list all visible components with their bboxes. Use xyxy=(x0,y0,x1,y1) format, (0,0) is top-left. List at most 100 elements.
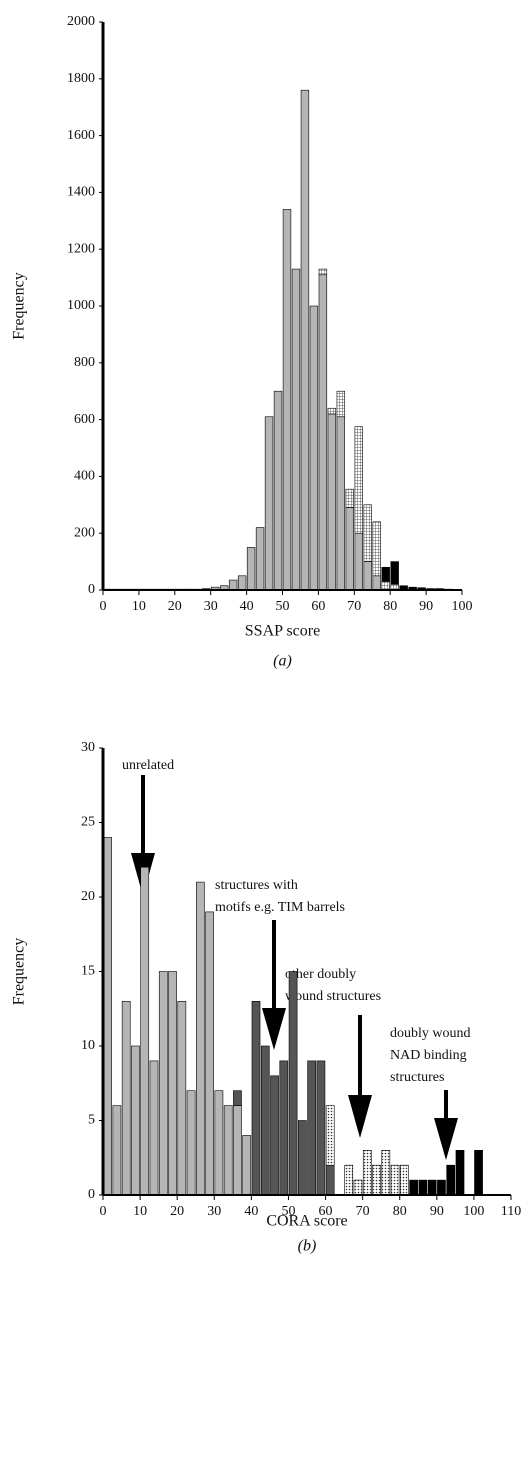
bar xyxy=(186,1090,196,1196)
bar xyxy=(474,1150,483,1196)
bar xyxy=(390,561,399,585)
y-tick-label: 5 xyxy=(88,1113,95,1128)
x-tick-label: 30 xyxy=(207,1204,221,1219)
bar xyxy=(242,1135,252,1196)
annotation-arrows xyxy=(131,775,458,1160)
bar xyxy=(228,579,238,591)
bar xyxy=(354,426,363,534)
bar xyxy=(345,488,354,508)
y-tick-label: 1600 xyxy=(67,128,95,143)
x-tick-label: 10 xyxy=(132,599,146,614)
annotation: doubly wound xyxy=(390,1026,471,1041)
x-tick-label: 100 xyxy=(463,1204,484,1219)
annotation: wound structures xyxy=(285,989,381,1004)
x-tick-label: 50 xyxy=(276,599,290,614)
annotation: other doubly xyxy=(285,967,356,982)
y-tick-label: 600 xyxy=(74,412,95,427)
bar xyxy=(149,1060,159,1196)
x-tick-label: 70 xyxy=(347,599,361,614)
y-tick-label: 25 xyxy=(81,815,95,830)
bar xyxy=(318,274,328,591)
bar xyxy=(298,1120,307,1196)
x-tick-label: 80 xyxy=(393,1204,407,1219)
bar xyxy=(214,1090,224,1196)
bar xyxy=(196,881,205,1196)
y-tick-label: 30 xyxy=(81,740,95,755)
x-tick-label: 80 xyxy=(383,599,397,614)
bar xyxy=(336,390,346,418)
y-tick-label: 20 xyxy=(81,889,95,904)
x-tick-label: 0 xyxy=(100,599,107,614)
bar xyxy=(318,268,328,276)
bar xyxy=(205,911,214,1196)
y-axis-label: Frequency xyxy=(11,938,28,1006)
caption: (a) xyxy=(273,653,292,670)
bar xyxy=(279,1060,289,1196)
bar xyxy=(251,1000,261,1196)
bar xyxy=(168,971,177,1196)
y-tick-label: 1200 xyxy=(67,241,95,256)
bar xyxy=(418,1179,428,1196)
bar xyxy=(390,1164,400,1196)
annotation: unrelated xyxy=(122,758,174,773)
bar xyxy=(140,866,150,1196)
x-tick-label: 90 xyxy=(419,599,433,614)
x-tick-label: 40 xyxy=(240,599,254,614)
x-axis-label: SSAP score xyxy=(245,623,320,640)
bar xyxy=(291,268,301,591)
bar xyxy=(354,532,363,591)
annotation: structures with xyxy=(215,878,298,893)
bar xyxy=(177,1000,187,1196)
bar xyxy=(372,1164,381,1196)
bar xyxy=(233,1105,242,1196)
bar xyxy=(437,1179,446,1196)
bar xyxy=(270,1075,279,1196)
bar xyxy=(309,305,319,591)
bar xyxy=(409,1179,418,1196)
y-tick-label: 400 xyxy=(74,469,95,484)
annotation: structures xyxy=(390,1070,444,1085)
x-tick-label: 110 xyxy=(501,1204,521,1219)
x-axis-label: CORA score xyxy=(266,1213,347,1230)
bar xyxy=(158,971,168,1196)
y-tick-label: 2000 xyxy=(67,14,95,29)
bar xyxy=(381,1150,391,1196)
bar xyxy=(381,566,390,582)
y-tick-label: 1400 xyxy=(67,185,95,200)
bar xyxy=(381,581,390,591)
bar xyxy=(112,1105,122,1196)
x-tick-label: 50 xyxy=(281,1204,295,1219)
x-tick-label: 20 xyxy=(168,599,182,614)
bar xyxy=(288,971,298,1196)
bar xyxy=(363,504,372,562)
bar xyxy=(300,89,310,591)
y-axis-label: Frequency xyxy=(11,272,28,340)
bar xyxy=(345,507,354,591)
x-tick-label: 60 xyxy=(319,1204,333,1219)
bar xyxy=(372,521,381,577)
bar xyxy=(327,413,337,591)
annotation: NAD binding xyxy=(390,1048,467,1063)
bar xyxy=(336,416,346,591)
bar xyxy=(400,1164,409,1196)
bar xyxy=(264,416,274,591)
y-tick-label: 200 xyxy=(74,525,95,540)
bar xyxy=(237,575,247,591)
bar xyxy=(307,1060,316,1196)
x-tick-label: 20 xyxy=(170,1204,184,1219)
bar xyxy=(255,527,265,591)
y-tick-label: 800 xyxy=(74,355,95,370)
y-tick-label: 15 xyxy=(81,964,95,979)
bar xyxy=(103,837,112,1196)
y-tick-label: 0 xyxy=(88,582,95,597)
bar xyxy=(282,209,292,591)
x-tick-label: 0 xyxy=(100,1204,107,1219)
bar xyxy=(246,547,256,591)
bar xyxy=(455,1150,465,1196)
bar xyxy=(316,1060,326,1196)
bar xyxy=(353,1179,363,1196)
y-tick-label: 10 xyxy=(81,1038,95,1053)
caption: (b) xyxy=(298,1238,317,1255)
annotations: unrelated structures with motifs e.g. TI… xyxy=(122,758,471,1085)
